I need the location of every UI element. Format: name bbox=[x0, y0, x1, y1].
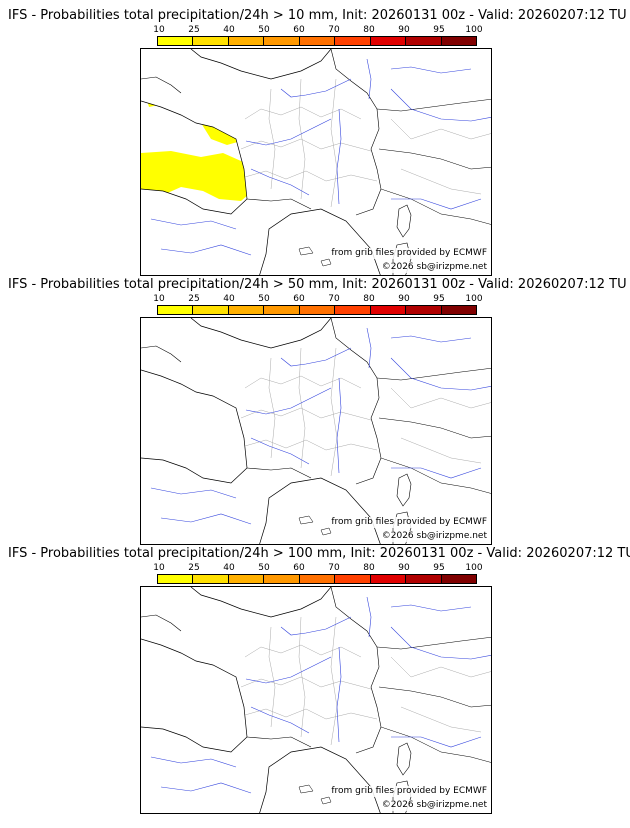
colorbar-tick: 10 bbox=[153, 25, 165, 35]
copyright-credit: ©2026 sb@irizpme.net bbox=[381, 531, 487, 542]
colorbar-labels: 10 25 40 50 60 70 80 90 95 100 bbox=[142, 25, 492, 35]
colorbar-swatch bbox=[158, 306, 194, 314]
colorbar-tick: 100 bbox=[465, 563, 483, 573]
map-frame: from grib files provided by ECMWF ©2026 … bbox=[140, 586, 492, 814]
colorbar-tick: 40 bbox=[223, 294, 235, 304]
colorbar-labels: 10 25 40 50 60 70 80 90 95 100 bbox=[142, 563, 492, 573]
colorbar-labels: 10 25 40 50 60 70 80 90 95 100 bbox=[142, 294, 492, 304]
colorbar bbox=[157, 305, 477, 315]
colorbar-tick: 50 bbox=[258, 25, 270, 35]
colorbar-swatch bbox=[228, 37, 265, 45]
colorbar-swatch bbox=[441, 306, 476, 314]
map-panel-100mm: IFS - Probabilities total precipitation/… bbox=[0, 546, 630, 816]
data-source-credit: from grib files provided by ECMWF bbox=[331, 248, 487, 259]
colorbar-tick: 90 bbox=[398, 25, 410, 35]
colorbar-swatch bbox=[335, 37, 371, 45]
data-source-credit: from grib files provided by ECMWF bbox=[331, 786, 487, 797]
colorbar-tick: 70 bbox=[328, 563, 340, 573]
colorbar-swatch bbox=[193, 306, 229, 314]
data-source-credit: from grib files provided by ECMWF bbox=[331, 517, 487, 528]
colorbar-swatch bbox=[370, 306, 407, 314]
colorbar-tick: 80 bbox=[363, 25, 375, 35]
panel-title: IFS - Probabilities total precipitation/… bbox=[8, 277, 627, 292]
colorbar-tick: 70 bbox=[328, 294, 340, 304]
colorbar-tick: 60 bbox=[293, 25, 305, 35]
map-panel-10mm: IFS - Probabilities total precipitation/… bbox=[0, 8, 630, 278]
colorbar-tick: 60 bbox=[293, 294, 305, 304]
colorbar-tick: 50 bbox=[258, 563, 270, 573]
map-frame: from grib files provided by ECMWF ©2026 … bbox=[140, 317, 492, 545]
map-canvas bbox=[141, 318, 491, 544]
colorbar-tick: 95 bbox=[433, 25, 445, 35]
colorbar-swatch bbox=[441, 37, 476, 45]
colorbar-swatch bbox=[299, 37, 336, 45]
colorbar-swatch bbox=[264, 575, 300, 583]
copyright-credit: ©2026 sb@irizpme.net bbox=[381, 262, 487, 273]
colorbar-tick: 95 bbox=[433, 563, 445, 573]
map-canvas bbox=[141, 49, 491, 275]
colorbar bbox=[157, 574, 477, 584]
colorbar-tick: 25 bbox=[188, 25, 200, 35]
colorbar-tick: 95 bbox=[433, 294, 445, 304]
colorbar-tick: 40 bbox=[223, 25, 235, 35]
colorbar-swatch bbox=[335, 575, 371, 583]
colorbar-swatch bbox=[158, 575, 194, 583]
colorbar bbox=[157, 36, 477, 46]
colorbar-tick: 80 bbox=[363, 294, 375, 304]
colorbar-swatch bbox=[193, 575, 229, 583]
colorbar-swatch bbox=[441, 575, 476, 583]
map-canvas bbox=[141, 587, 491, 813]
colorbar-swatch bbox=[406, 575, 442, 583]
colorbar-swatch bbox=[406, 37, 442, 45]
colorbar-tick: 100 bbox=[465, 294, 483, 304]
colorbar-swatch bbox=[299, 306, 336, 314]
colorbar-swatch bbox=[264, 306, 300, 314]
colorbar-tick: 90 bbox=[398, 294, 410, 304]
colorbar-tick: 100 bbox=[465, 25, 483, 35]
colorbar-swatch bbox=[228, 306, 265, 314]
colorbar-tick: 25 bbox=[188, 294, 200, 304]
colorbar-tick: 60 bbox=[293, 563, 305, 573]
colorbar-tick: 10 bbox=[153, 294, 165, 304]
colorbar-swatch bbox=[264, 37, 300, 45]
colorbar-tick: 25 bbox=[188, 563, 200, 573]
panel-title: IFS - Probabilities total precipitation/… bbox=[8, 546, 630, 561]
copyright-credit: ©2026 sb@irizpme.net bbox=[381, 800, 487, 811]
colorbar-tick: 90 bbox=[398, 563, 410, 573]
colorbar-tick: 50 bbox=[258, 294, 270, 304]
colorbar-swatch bbox=[228, 575, 265, 583]
colorbar-swatch bbox=[158, 37, 194, 45]
colorbar-swatch bbox=[335, 306, 371, 314]
colorbar-tick: 40 bbox=[223, 563, 235, 573]
colorbar-tick: 80 bbox=[363, 563, 375, 573]
colorbar-swatch bbox=[193, 37, 229, 45]
colorbar-tick: 10 bbox=[153, 563, 165, 573]
colorbar-tick: 70 bbox=[328, 25, 340, 35]
colorbar-swatch bbox=[370, 37, 407, 45]
colorbar-swatch bbox=[406, 306, 442, 314]
map-frame: from grib files provided by ECMWF ©2026 … bbox=[140, 48, 492, 276]
panel-title: IFS - Probabilities total precipitation/… bbox=[8, 8, 627, 23]
map-panel-50mm: IFS - Probabilities total precipitation/… bbox=[0, 277, 630, 547]
colorbar-swatch bbox=[299, 575, 336, 583]
colorbar-swatch bbox=[370, 575, 407, 583]
